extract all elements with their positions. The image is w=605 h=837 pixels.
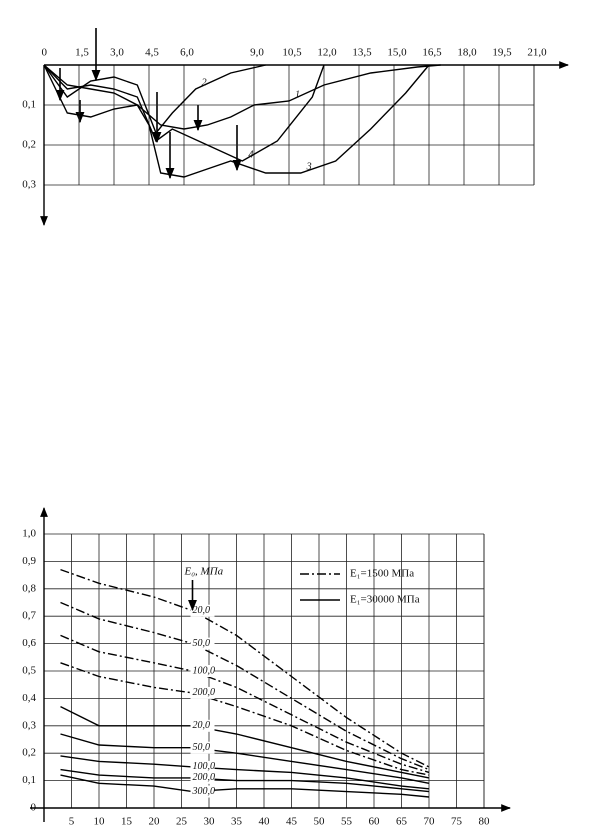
label-bg	[190, 760, 215, 773]
x-tick-label: 25	[176, 816, 188, 828]
x-tick-label: 1,5	[75, 47, 89, 59]
x-tick-label: 0	[42, 47, 48, 59]
series-line	[60, 568, 430, 768]
x-tick-label: 15,0	[387, 47, 407, 59]
series-line	[43, 64, 441, 130]
series-label: 4	[248, 149, 253, 160]
x-tick-label: 4,5	[145, 47, 159, 59]
x-tick-label: 40	[259, 816, 271, 828]
series-label: 100,0	[193, 761, 216, 772]
x-tick-label: 75	[451, 816, 463, 828]
x-tick-label: 5	[69, 816, 75, 828]
x-tick-label: 30	[204, 816, 216, 828]
x-tick-label: 10	[94, 816, 106, 828]
y-tick-label: 0,1	[22, 99, 36, 111]
series-line	[60, 755, 430, 790]
series-label: 20,0	[193, 720, 211, 731]
series-label: 2	[202, 77, 207, 88]
series-label: 300,0	[192, 786, 216, 797]
y-tick-label: 0,2	[22, 139, 36, 151]
series-line	[43, 64, 266, 135]
x-tick-label: 18,0	[457, 47, 477, 59]
label-bg	[190, 665, 215, 677]
x-tick-label: 9,0	[250, 47, 264, 59]
series-label: 3	[306, 161, 312, 172]
series-label: 50,0	[193, 638, 211, 649]
x-tick-label: 65	[396, 816, 408, 828]
legend-label: E₁=30000 МПа	[350, 594, 420, 606]
series-line	[60, 662, 430, 776]
series-line	[43, 64, 325, 162]
series-label: 200,0	[193, 772, 216, 783]
x-tick-label: 50	[314, 816, 326, 828]
series-line	[60, 601, 430, 771]
y-tick-label: 0,2	[22, 747, 36, 759]
x-tick-label: 20	[149, 816, 161, 828]
y-tick-label: 0,4	[22, 692, 36, 704]
series-line	[60, 768, 430, 793]
label-bg	[190, 771, 215, 784]
y-tick-label: 0,7	[22, 610, 36, 622]
series-label: 1	[295, 89, 300, 100]
y-tick-label: 0,3	[22, 179, 36, 191]
x-tick-label: 35	[231, 816, 243, 828]
label-bg	[190, 686, 215, 699]
x-tick-label: 80	[479, 816, 491, 828]
x-tick-label: 60	[369, 816, 381, 828]
x-tick-label: 55	[341, 816, 353, 828]
x-tick-label: 70	[424, 816, 436, 828]
series-line	[60, 733, 430, 784]
x-tick-label: 15	[121, 816, 133, 828]
label-bg	[190, 785, 215, 798]
annotation-arrows	[55, 28, 242, 180]
series-line	[60, 705, 430, 779]
y-tick-label: 0,1	[22, 774, 36, 786]
series-line	[60, 774, 430, 798]
x-tick-label: 3,0	[110, 47, 124, 59]
series-label: 20,0	[193, 605, 211, 616]
x-tick-label: 6,0	[180, 47, 194, 59]
label-bg	[190, 719, 215, 732]
series-label: 50,0	[193, 742, 211, 753]
annotation: E₀, МПа	[184, 566, 224, 578]
y-tick-label: 0,9	[22, 555, 36, 567]
x-tick-label: 16,5	[422, 47, 442, 59]
series-line	[60, 634, 430, 774]
series-label: 200,0	[193, 687, 216, 698]
x-tick-label: 45	[286, 816, 298, 828]
x-tick-label: 12,0	[317, 47, 337, 59]
x-tick-label: 19,5	[492, 47, 512, 59]
y-tick-label: 0,8	[22, 582, 36, 594]
x-tick-label: 10,5	[282, 47, 302, 59]
label-bg	[190, 637, 215, 650]
series-line	[43, 64, 430, 178]
label-bg	[190, 741, 215, 754]
x-tick-label: 13,5	[352, 47, 372, 59]
y-tick-label: 0,3	[22, 719, 36, 731]
y-tick-label: 0,6	[22, 637, 36, 649]
legend-label: E₁=1500 МПа	[350, 568, 414, 580]
x-tick-label: 21,0	[527, 47, 547, 59]
series-label: 100,0	[193, 665, 216, 676]
y-tick-label: 0,5	[22, 665, 36, 677]
y-tick-label: 1,0	[22, 528, 36, 540]
